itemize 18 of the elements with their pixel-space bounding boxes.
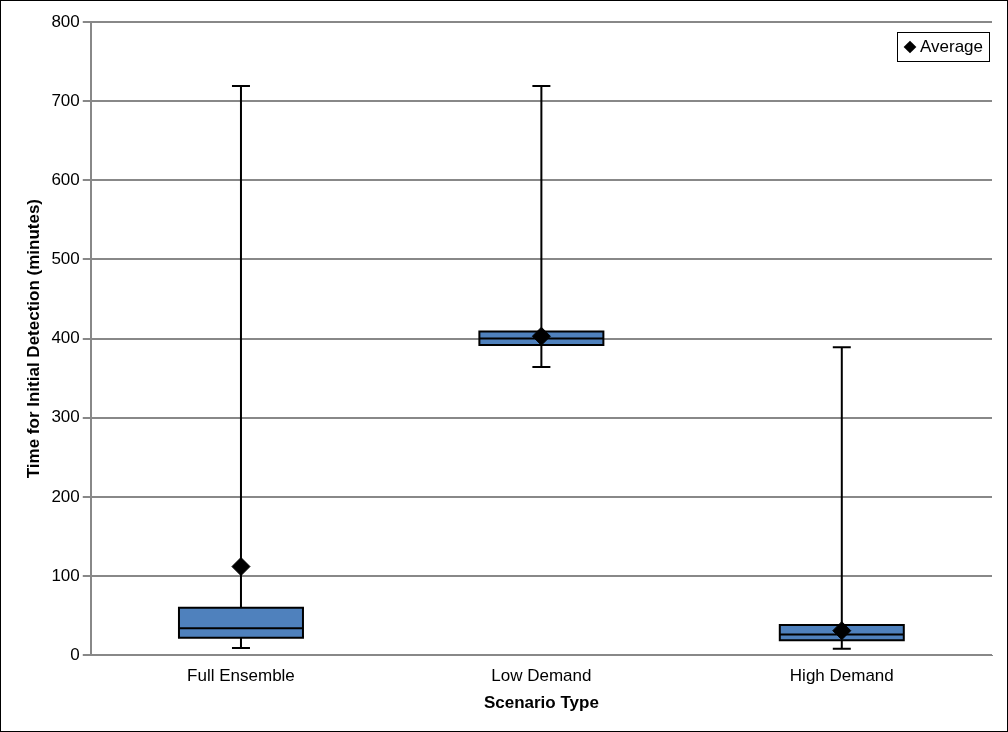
- x-tick-label: High Demand: [789, 666, 894, 686]
- y-tick-label: 800: [51, 11, 80, 31]
- x-axis-title: Scenario Type: [483, 693, 599, 713]
- x-tick-label: Low Demand: [491, 666, 592, 686]
- y-tick-label: 300: [51, 407, 80, 427]
- x-tick-label: Full Ensemble: [187, 666, 295, 686]
- y-tick-label: 200: [51, 486, 80, 506]
- y-tick-label: 0: [70, 644, 80, 664]
- y-axis-title: Time for Initial Detection (minutes): [23, 198, 43, 479]
- legend-label: Average: [919, 37, 983, 57]
- point: [832, 621, 852, 641]
- y-tick-label: 600: [51, 169, 80, 189]
- point: [231, 557, 251, 577]
- point: [531, 326, 551, 346]
- y-tick-label: 700: [51, 90, 80, 110]
- y-tick-label: 400: [51, 328, 80, 348]
- y-tick-label: 500: [51, 249, 80, 269]
- y-tick-label: 100: [51, 565, 80, 585]
